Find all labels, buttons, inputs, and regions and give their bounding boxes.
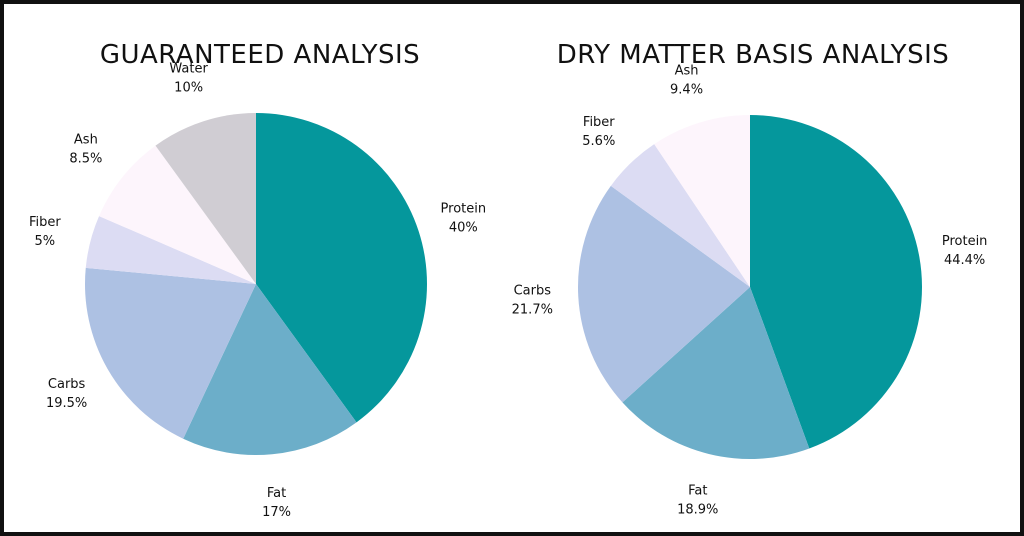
slice-label-name: Water [169, 62, 208, 77]
slice-label-value: 18.9% [677, 503, 718, 518]
slice-label-name: Fat [688, 484, 707, 499]
slice-label-dry-matter-carbs: Carbs 21.7% [512, 284, 553, 318]
pie-slice-guaranteed-fiber [85, 216, 256, 284]
slice-label-value: 5.6% [582, 134, 615, 149]
pie-slice-dry-matter-fiber [610, 144, 750, 287]
slice-label-value: 19.5% [46, 396, 87, 411]
slice-label-guaranteed-carbs: Carbs 19.5% [46, 377, 87, 411]
pie-slice-dry-matter-fat [622, 287, 810, 459]
slice-label-guaranteed-fat: Fat 17% [262, 486, 291, 520]
slice-label-name: Protein [441, 202, 487, 217]
pie-slice-guaranteed-carbs [85, 267, 256, 439]
slice-label-value: 10% [174, 81, 203, 96]
pie-slice-dry-matter-protein [750, 115, 922, 449]
slice-label-name: Carbs [514, 284, 552, 299]
slice-label-value: 9.4% [670, 82, 703, 97]
slice-label-value: 5% [35, 234, 56, 249]
slice-label-dry-matter-fiber: Fiber 5.6% [582, 115, 615, 149]
slice-label-value: 40% [449, 221, 478, 236]
chart-title-dry-matter: DRY MATTER BASIS ANALYSIS [556, 40, 950, 70]
chart-title-guaranteed: GUARANTEED ANALYSIS [99, 40, 421, 70]
pie-slice-guaranteed-ash [99, 145, 256, 284]
slice-label-guaranteed-protein: Protein 40% [441, 202, 487, 236]
slice-label-name: Ash [74, 133, 98, 148]
slice-label-value: 44.4% [944, 253, 985, 268]
slice-label-dry-matter-fat: Fat 18.9% [677, 484, 718, 518]
slice-label-value: 17% [262, 505, 291, 520]
slice-label-name: Protein [942, 234, 988, 249]
slice-label-guaranteed-ash: Ash 8.5% [69, 133, 102, 167]
pie-dry-matter [577, 115, 922, 459]
slice-label-dry-matter-ash: Ash 9.4% [670, 63, 703, 97]
slice-label-dry-matter-protein: Protein 44.4% [942, 234, 988, 268]
pie-guaranteed [85, 113, 427, 455]
pie-slice-guaranteed-water [155, 113, 256, 284]
pie-slice-dry-matter-ash [654, 115, 750, 287]
slice-label-guaranteed-fiber: Fiber 5% [29, 215, 61, 249]
slice-label-name: Fat [267, 486, 286, 501]
slice-label-name: Ash [675, 63, 699, 78]
pie-slice-dry-matter-carbs [577, 185, 750, 403]
slice-label-name: Fiber [583, 115, 615, 130]
slice-label-value: 8.5% [69, 152, 102, 167]
pie-slice-guaranteed-protein [256, 113, 427, 423]
slice-label-value: 21.7% [512, 303, 553, 318]
slice-label-guaranteed-water: Water 10% [169, 62, 208, 96]
pie-slice-guaranteed-fat [183, 284, 357, 455]
slice-label-name: Carbs [48, 377, 86, 392]
slice-label-name: Fiber [29, 215, 61, 230]
